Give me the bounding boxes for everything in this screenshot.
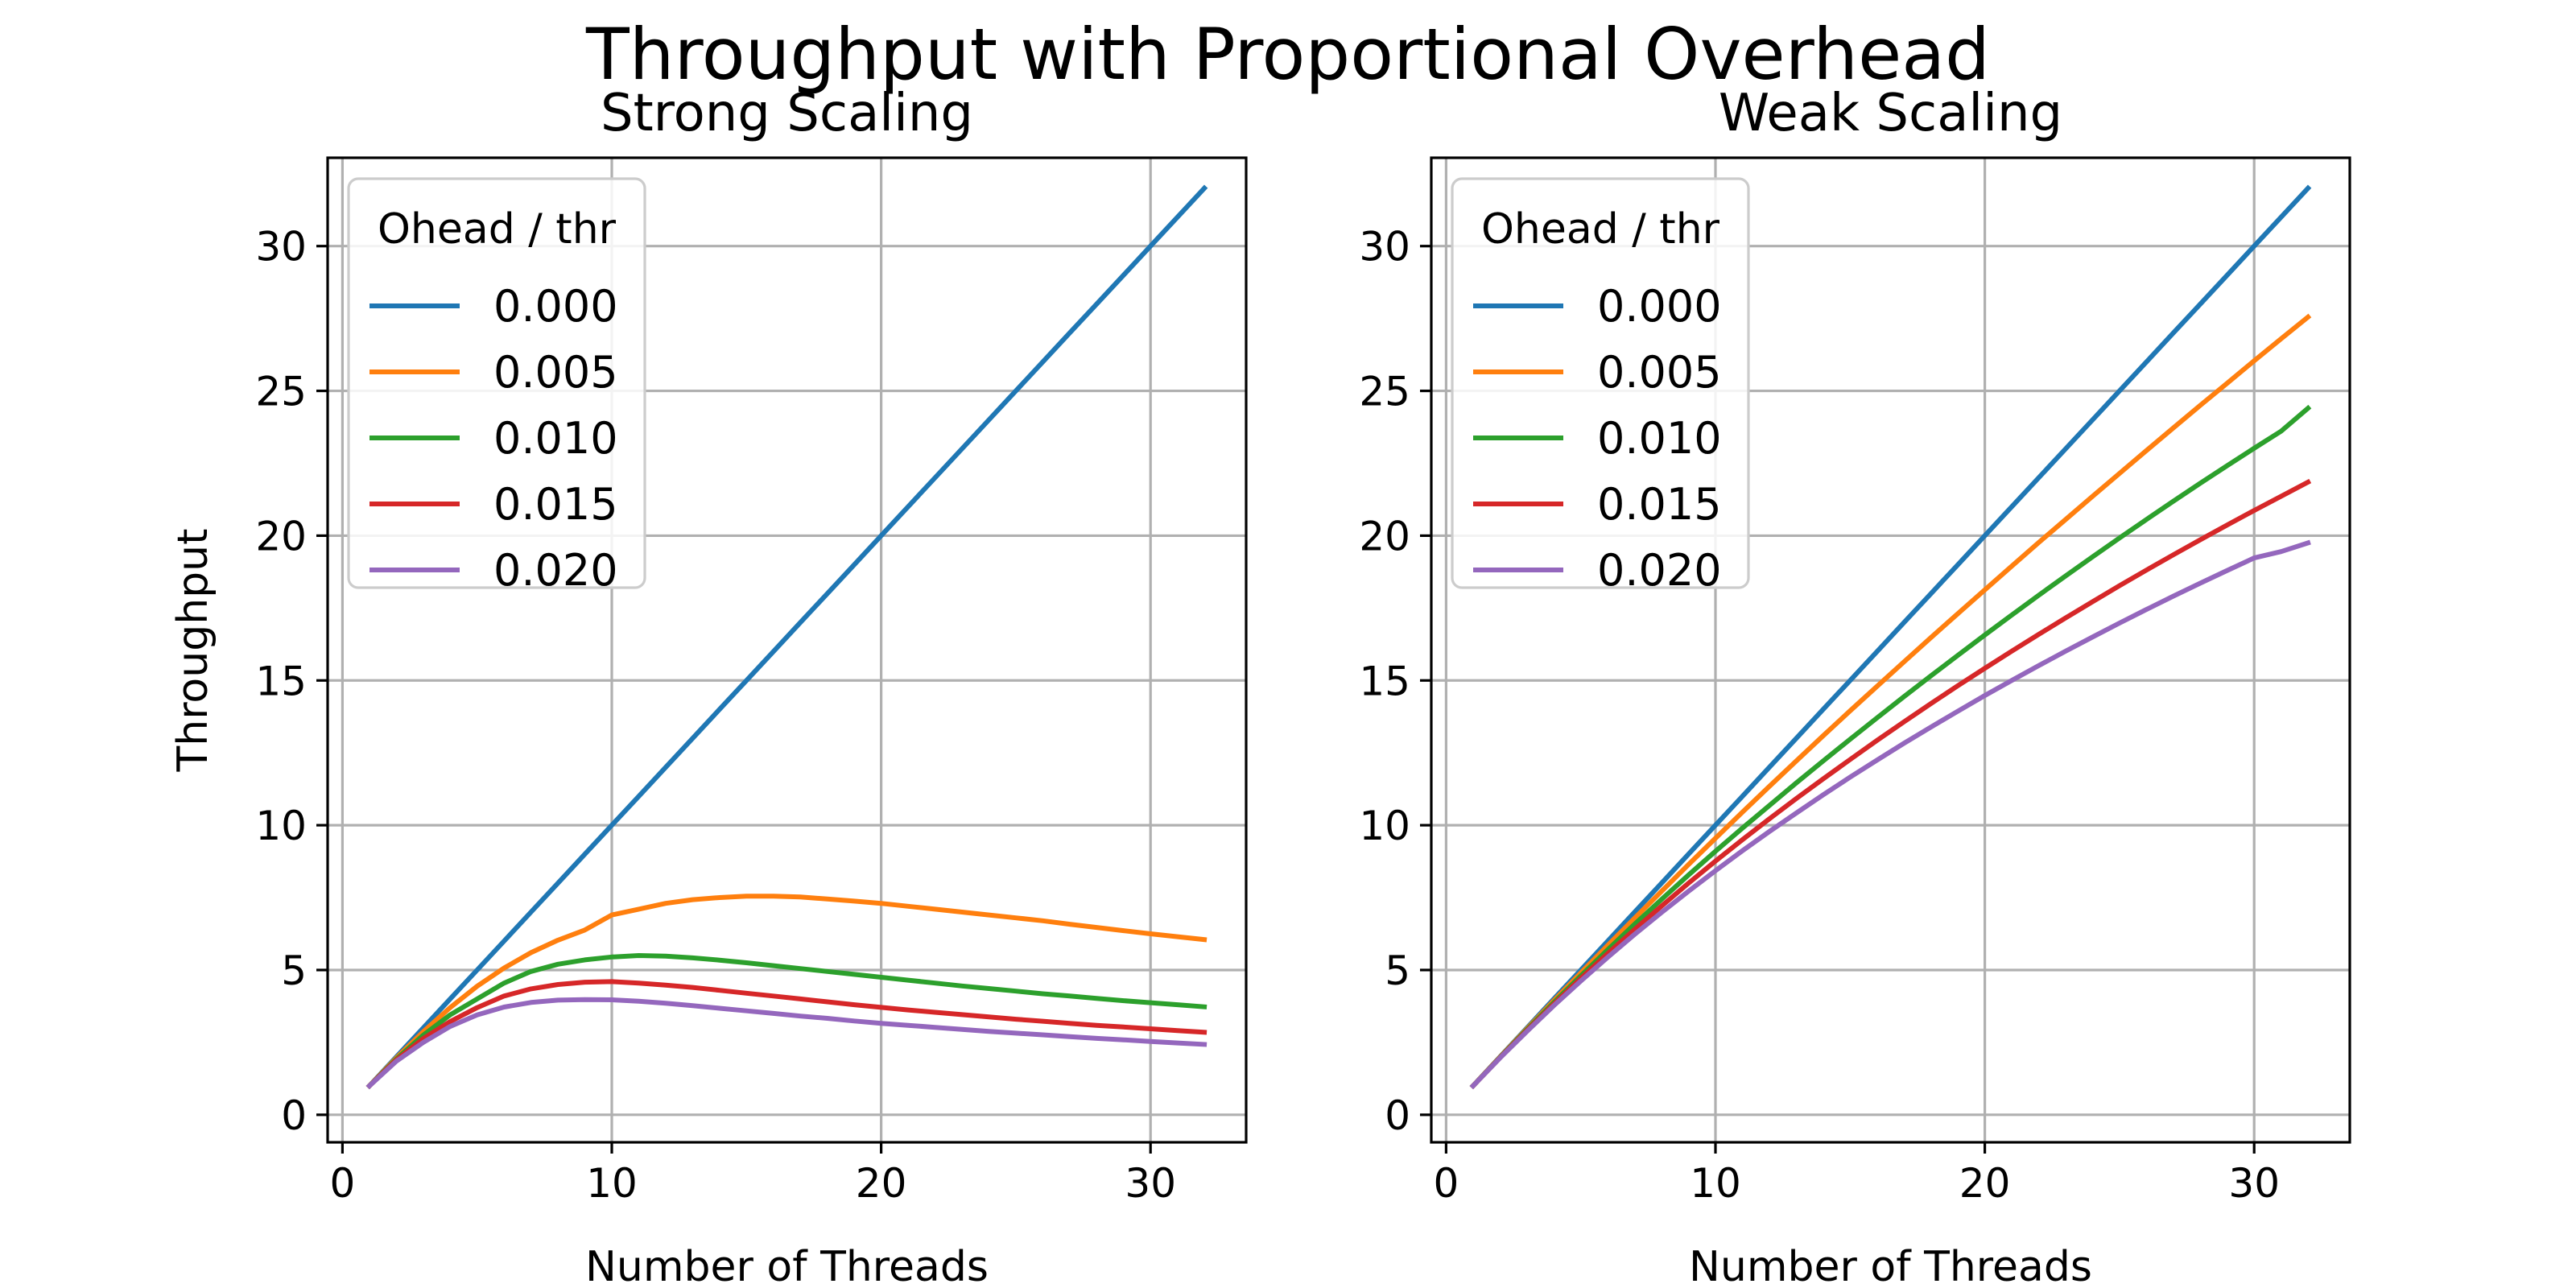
- y-tick-label: 0: [1385, 1092, 1410, 1139]
- series-line-0-020: [365, 997, 1208, 1090]
- y-tick-label: 20: [255, 513, 307, 559]
- series-line-0-010: [1469, 404, 2312, 1090]
- axes-title: Strong Scaling: [601, 84, 973, 143]
- y-tick-label: 15: [1359, 658, 1410, 704]
- legend-title: Ohead / thr: [1481, 205, 1720, 254]
- x-axis-label: Number of Threads: [585, 1243, 989, 1288]
- legend: Ohead / thr 0.000 0.005 0.010 0.015 0.020: [1451, 177, 1750, 596]
- x-axis-label: Number of Threads: [1689, 1243, 2092, 1288]
- y-tick-label: 30: [255, 224, 307, 270]
- weak-scaling-panel: 0 10 20 30 0 5 10 15 20 25 30 Weak Scaling Number of…: [1359, 84, 2351, 1288]
- strong-scaling-panel: 0 10 20 30 0 5 10 15 20 25 30 Strong Scaling Number …: [169, 84, 1248, 1288]
- legend-title: Ohead / thr: [378, 205, 617, 254]
- x-tick-label: 30: [1125, 1160, 1176, 1207]
- series-line-0-020: [1469, 539, 2311, 1090]
- y-tick-label: 25: [1359, 369, 1410, 415]
- series-line-0-005: [1469, 313, 2312, 1090]
- legend-box: [1451, 177, 1750, 589]
- y-tick-label: 25: [255, 369, 307, 415]
- legend-label-0-005: 0.005: [493, 347, 618, 398]
- y-tick-label: 15: [255, 658, 307, 704]
- series-line-0-015: [365, 979, 1208, 1090]
- legend-label-0-020: 0.020: [1597, 545, 1722, 596]
- legend-label-0-000: 0.000: [1597, 281, 1722, 332]
- series-line-0-010: [365, 953, 1208, 1090]
- x-tick-label: 10: [1690, 1160, 1741, 1207]
- y-tick-label: 10: [1359, 803, 1410, 849]
- x-tick-label: 0: [329, 1160, 355, 1207]
- series-line-0-015: [1469, 478, 2312, 1090]
- series-line-0-000: [365, 184, 1208, 1090]
- series-line-0-005: [365, 894, 1208, 1090]
- x-tick-label: 10: [586, 1160, 638, 1207]
- legend-label-0-010: 0.010: [493, 413, 618, 464]
- y-tick-label: 0: [281, 1092, 307, 1139]
- y-tick-label: 20: [1359, 513, 1410, 559]
- axes-title: Weak Scaling: [1719, 84, 2062, 143]
- x-tick-label: 20: [1959, 1160, 2011, 1207]
- legend-label-0-005: 0.005: [1597, 347, 1722, 398]
- y-tick-label: 30: [1359, 224, 1410, 270]
- legend-label-0-000: 0.000: [493, 281, 618, 332]
- y-axis-label: Throughput: [169, 528, 217, 772]
- y-tick-label: 5: [1385, 947, 1410, 994]
- x-tick-label: 0: [1433, 1160, 1459, 1207]
- axes-frame: [326, 156, 1248, 1144]
- legend-label-0-020: 0.020: [493, 545, 618, 596]
- y-tick-label: 10: [255, 803, 307, 849]
- legend-label-0-010: 0.010: [1597, 413, 1722, 464]
- y-tick-label: 5: [281, 947, 307, 994]
- legend-box: [347, 177, 646, 589]
- axes-frame: [1430, 156, 2351, 1144]
- figure-title: Throughput with Proportional Overhead: [585, 13, 1990, 96]
- legend-label-0-015: 0.015: [1597, 479, 1722, 530]
- legend-label-0-015: 0.015: [493, 479, 618, 530]
- legend: Ohead / thr 0.000 0.005 0.010 0.015 0.020: [347, 177, 646, 596]
- x-tick-label: 30: [2228, 1160, 2280, 1207]
- series-line-0-000: [1469, 184, 2312, 1090]
- x-tick-label: 20: [856, 1160, 907, 1207]
